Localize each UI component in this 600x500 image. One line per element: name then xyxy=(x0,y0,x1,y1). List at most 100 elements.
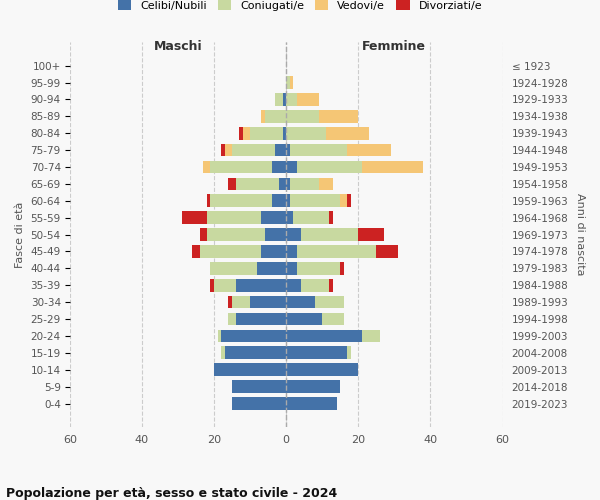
Bar xyxy=(297,160,362,173)
Bar xyxy=(250,127,283,140)
Bar xyxy=(293,212,329,224)
Bar xyxy=(362,160,423,173)
Bar xyxy=(225,346,286,359)
Bar xyxy=(329,212,333,224)
Bar xyxy=(297,93,319,106)
Bar xyxy=(221,330,286,342)
Bar xyxy=(193,245,200,258)
Bar xyxy=(283,127,286,140)
Bar xyxy=(286,262,297,274)
Bar xyxy=(286,312,322,326)
Text: Popolazione per età, sesso e stato civile - 2024: Popolazione per età, sesso e stato civil… xyxy=(6,487,337,500)
Bar xyxy=(275,144,286,156)
Bar xyxy=(232,296,250,308)
Bar xyxy=(232,144,275,156)
Bar xyxy=(301,228,358,241)
Bar xyxy=(257,262,286,274)
Bar xyxy=(232,380,286,393)
Bar xyxy=(243,127,250,140)
Bar xyxy=(200,228,207,241)
Bar xyxy=(286,110,319,122)
Bar xyxy=(211,160,272,173)
Bar xyxy=(315,296,344,308)
Bar xyxy=(275,93,283,106)
Bar xyxy=(286,364,358,376)
Bar xyxy=(326,127,369,140)
Bar xyxy=(203,160,211,173)
Bar xyxy=(286,397,337,410)
Bar xyxy=(297,262,340,274)
Bar xyxy=(290,178,319,190)
Bar xyxy=(265,110,286,122)
Bar xyxy=(211,194,272,207)
Bar xyxy=(261,245,286,258)
Bar xyxy=(236,178,279,190)
Text: Femmine: Femmine xyxy=(362,40,427,53)
Bar xyxy=(290,144,347,156)
Bar xyxy=(239,127,243,140)
Bar xyxy=(286,212,293,224)
Bar xyxy=(200,245,261,258)
Bar xyxy=(207,194,211,207)
Bar xyxy=(286,228,301,241)
Bar xyxy=(347,194,351,207)
Bar xyxy=(286,127,326,140)
Text: Maschi: Maschi xyxy=(154,40,202,53)
Bar xyxy=(221,144,225,156)
Bar xyxy=(182,212,207,224)
Bar xyxy=(207,212,261,224)
Bar xyxy=(376,245,398,258)
Bar xyxy=(286,93,297,106)
Bar xyxy=(286,144,290,156)
Bar xyxy=(236,279,286,291)
Bar xyxy=(214,364,286,376)
Bar xyxy=(286,178,290,190)
Bar xyxy=(207,228,265,241)
Legend: Celibi/Nubili, Coniugati/e, Vedovi/e, Divorziati/e: Celibi/Nubili, Coniugati/e, Vedovi/e, Di… xyxy=(113,0,487,15)
Bar xyxy=(272,194,286,207)
Bar xyxy=(218,330,221,342)
Bar xyxy=(286,296,315,308)
Bar xyxy=(286,346,347,359)
Bar xyxy=(221,346,225,359)
Bar xyxy=(283,93,286,106)
Bar xyxy=(225,144,232,156)
Bar xyxy=(250,296,286,308)
Bar xyxy=(290,194,340,207)
Bar xyxy=(319,178,333,190)
Bar xyxy=(319,110,358,122)
Bar xyxy=(329,279,333,291)
Bar xyxy=(211,279,214,291)
Bar xyxy=(286,279,301,291)
Bar xyxy=(286,194,290,207)
Bar xyxy=(229,178,236,190)
Bar xyxy=(229,296,232,308)
Bar xyxy=(279,178,286,190)
Bar xyxy=(286,76,290,89)
Bar xyxy=(322,312,344,326)
Bar xyxy=(362,330,380,342)
Bar xyxy=(214,279,236,291)
Y-axis label: Fasce di età: Fasce di età xyxy=(15,202,25,268)
Bar xyxy=(340,194,347,207)
Bar xyxy=(358,228,383,241)
Bar xyxy=(261,212,286,224)
Bar xyxy=(211,262,257,274)
Bar xyxy=(301,279,329,291)
Bar xyxy=(297,245,376,258)
Bar xyxy=(286,245,297,258)
Bar xyxy=(347,144,391,156)
Bar xyxy=(286,380,340,393)
Bar xyxy=(261,110,265,122)
Bar xyxy=(286,330,362,342)
Bar xyxy=(229,312,236,326)
Y-axis label: Anni di nascita: Anni di nascita xyxy=(575,194,585,276)
Bar xyxy=(286,160,297,173)
Bar xyxy=(340,262,344,274)
Bar xyxy=(290,76,293,89)
Bar xyxy=(232,397,286,410)
Bar xyxy=(272,160,286,173)
Bar xyxy=(347,346,351,359)
Bar xyxy=(265,228,286,241)
Bar xyxy=(236,312,286,326)
